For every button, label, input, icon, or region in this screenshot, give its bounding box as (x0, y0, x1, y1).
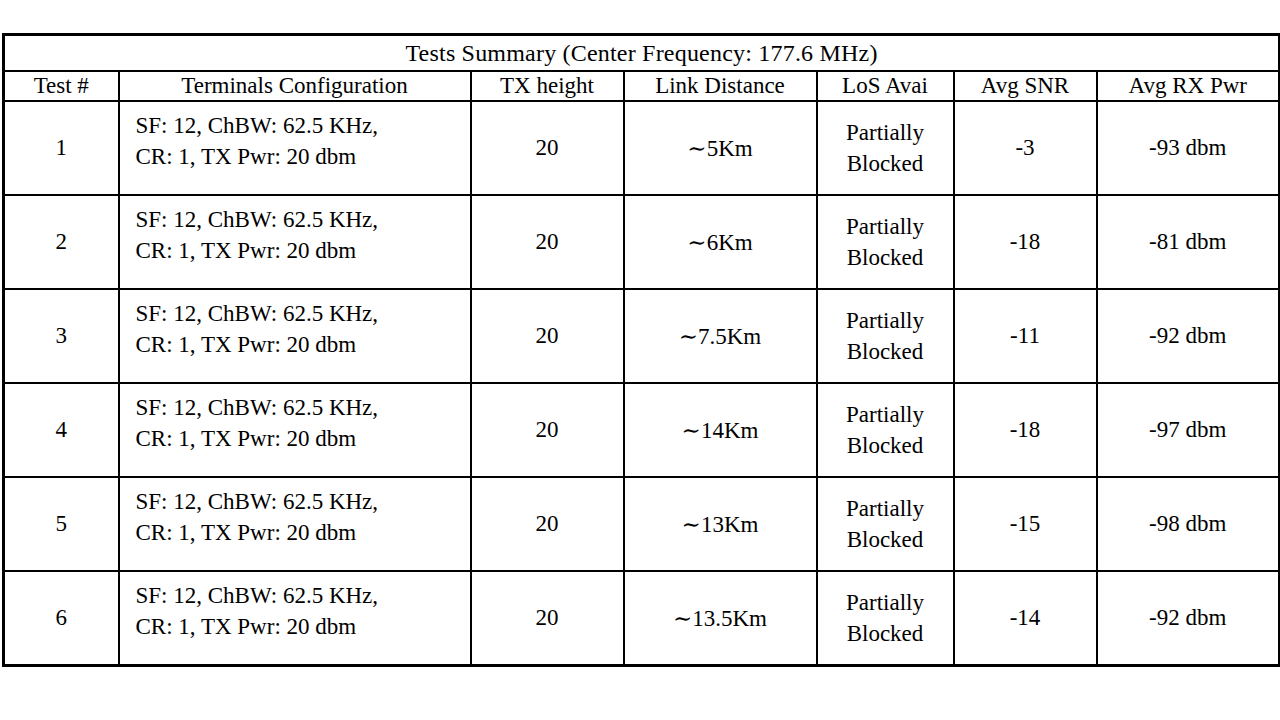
los-line-2: Blocked (818, 524, 953, 555)
link-distance-cell: ∼14Km (624, 383, 817, 477)
los-line-2: Blocked (818, 336, 953, 367)
test-number-cell: 4 (4, 383, 119, 477)
test-number-cell: 2 (4, 195, 119, 289)
link-distance-cell: ∼13Km (624, 477, 817, 571)
tx-height-cell: 20 (471, 195, 624, 289)
config-line-1: SF: 12, ChBW: 62.5 KHz, (136, 392, 464, 423)
table-row: 3 SF: 12, ChBW: 62.5 KHz, CR: 1, TX Pwr:… (4, 289, 1280, 383)
config-line-2: CR: 1, TX Pwr: 20 dbm (136, 235, 464, 266)
config-line-2: CR: 1, TX Pwr: 20 dbm (136, 517, 464, 548)
los-avail-cell: Partially Blocked (817, 289, 954, 383)
config-line-1: SF: 12, ChBW: 62.5 KHz, (136, 110, 464, 141)
tx-height-cell: 20 (471, 289, 624, 383)
config-line-1: SF: 12, ChBW: 62.5 KHz, (136, 204, 464, 235)
avg-snr-cell: -11 (954, 289, 1097, 383)
avg-rx-pwr-cell: -98 dbm (1097, 477, 1280, 571)
los-avail-cell: Partially Blocked (817, 195, 954, 289)
los-line-1: Partially (818, 399, 953, 430)
avg-snr-cell: -3 (954, 101, 1097, 195)
tx-height-cell: 20 (471, 477, 624, 571)
config-line-2: CR: 1, TX Pwr: 20 dbm (136, 141, 464, 172)
los-line-1: Partially (818, 493, 953, 524)
avg-rx-pwr-cell: -92 dbm (1097, 289, 1280, 383)
column-header-avg-snr: Avg SNR (954, 71, 1097, 101)
los-line-2: Blocked (818, 242, 953, 273)
link-distance-cell: ∼5Km (624, 101, 817, 195)
tx-height-cell: 20 (471, 571, 624, 666)
los-line-2: Blocked (818, 618, 953, 649)
los-line-1: Partially (818, 587, 953, 618)
terminals-config-cell: SF: 12, ChBW: 62.5 KHz, CR: 1, TX Pwr: 2… (119, 571, 471, 666)
los-line-1: Partially (818, 211, 953, 242)
table-title: Tests Summary (Center Frequency: 177.6 M… (4, 35, 1280, 72)
tx-height-cell: 20 (471, 101, 624, 195)
avg-snr-cell: -18 (954, 383, 1097, 477)
config-line-1: SF: 12, ChBW: 62.5 KHz, (136, 580, 464, 611)
avg-snr-cell: -14 (954, 571, 1097, 666)
avg-rx-pwr-cell: -93 dbm (1097, 101, 1280, 195)
config-line-1: SF: 12, ChBW: 62.5 KHz, (136, 298, 464, 329)
los-line-2: Blocked (818, 430, 953, 461)
avg-snr-cell: -18 (954, 195, 1097, 289)
test-number-cell: 3 (4, 289, 119, 383)
tests-summary-table: Tests Summary (Center Frequency: 177.6 M… (2, 33, 1280, 667)
los-avail-cell: Partially Blocked (817, 383, 954, 477)
los-line-1: Partially (818, 117, 953, 148)
config-line-2: CR: 1, TX Pwr: 20 dbm (136, 329, 464, 360)
column-header-terminals-configuration: Terminals Configuration (119, 71, 471, 101)
table-title-row: Tests Summary (Center Frequency: 177.6 M… (4, 35, 1280, 72)
config-line-1: SF: 12, ChBW: 62.5 KHz, (136, 486, 464, 517)
los-line-2: Blocked (818, 148, 953, 179)
link-distance-cell: ∼6Km (624, 195, 817, 289)
column-header-tx-height: TX height (471, 71, 624, 101)
tx-height-cell: 20 (471, 383, 624, 477)
terminals-config-cell: SF: 12, ChBW: 62.5 KHz, CR: 1, TX Pwr: 2… (119, 477, 471, 571)
config-line-2: CR: 1, TX Pwr: 20 dbm (136, 423, 464, 454)
table-row: 6 SF: 12, ChBW: 62.5 KHz, CR: 1, TX Pwr:… (4, 571, 1280, 666)
table-header-row: Test # Terminals Configuration TX height… (4, 71, 1280, 101)
table-row: 1 SF: 12, ChBW: 62.5 KHz, CR: 1, TX Pwr:… (4, 101, 1280, 195)
terminals-config-cell: SF: 12, ChBW: 62.5 KHz, CR: 1, TX Pwr: 2… (119, 195, 471, 289)
los-line-1: Partially (818, 305, 953, 336)
avg-snr-cell: -15 (954, 477, 1097, 571)
terminals-config-cell: SF: 12, ChBW: 62.5 KHz, CR: 1, TX Pwr: 2… (119, 289, 471, 383)
column-header-los-avai: LoS Avai (817, 71, 954, 101)
table-row: 4 SF: 12, ChBW: 62.5 KHz, CR: 1, TX Pwr:… (4, 383, 1280, 477)
config-line-2: CR: 1, TX Pwr: 20 dbm (136, 611, 464, 642)
column-header-link-distance: Link Distance (624, 71, 817, 101)
column-header-avg-rx-pwr: Avg RX Pwr (1097, 71, 1280, 101)
los-avail-cell: Partially Blocked (817, 101, 954, 195)
table-row: 2 SF: 12, ChBW: 62.5 KHz, CR: 1, TX Pwr:… (4, 195, 1280, 289)
los-avail-cell: Partially Blocked (817, 571, 954, 666)
avg-rx-pwr-cell: -92 dbm (1097, 571, 1280, 666)
test-number-cell: 1 (4, 101, 119, 195)
table-row: 5 SF: 12, ChBW: 62.5 KHz, CR: 1, TX Pwr:… (4, 477, 1280, 571)
avg-rx-pwr-cell: -97 dbm (1097, 383, 1280, 477)
avg-rx-pwr-cell: -81 dbm (1097, 195, 1280, 289)
los-avail-cell: Partially Blocked (817, 477, 954, 571)
terminals-config-cell: SF: 12, ChBW: 62.5 KHz, CR: 1, TX Pwr: 2… (119, 383, 471, 477)
test-number-cell: 5 (4, 477, 119, 571)
test-number-cell: 6 (4, 571, 119, 666)
link-distance-cell: ∼7.5Km (624, 289, 817, 383)
terminals-config-cell: SF: 12, ChBW: 62.5 KHz, CR: 1, TX Pwr: 2… (119, 101, 471, 195)
link-distance-cell: ∼13.5Km (624, 571, 817, 666)
column-header-test-number: Test # (4, 71, 119, 101)
